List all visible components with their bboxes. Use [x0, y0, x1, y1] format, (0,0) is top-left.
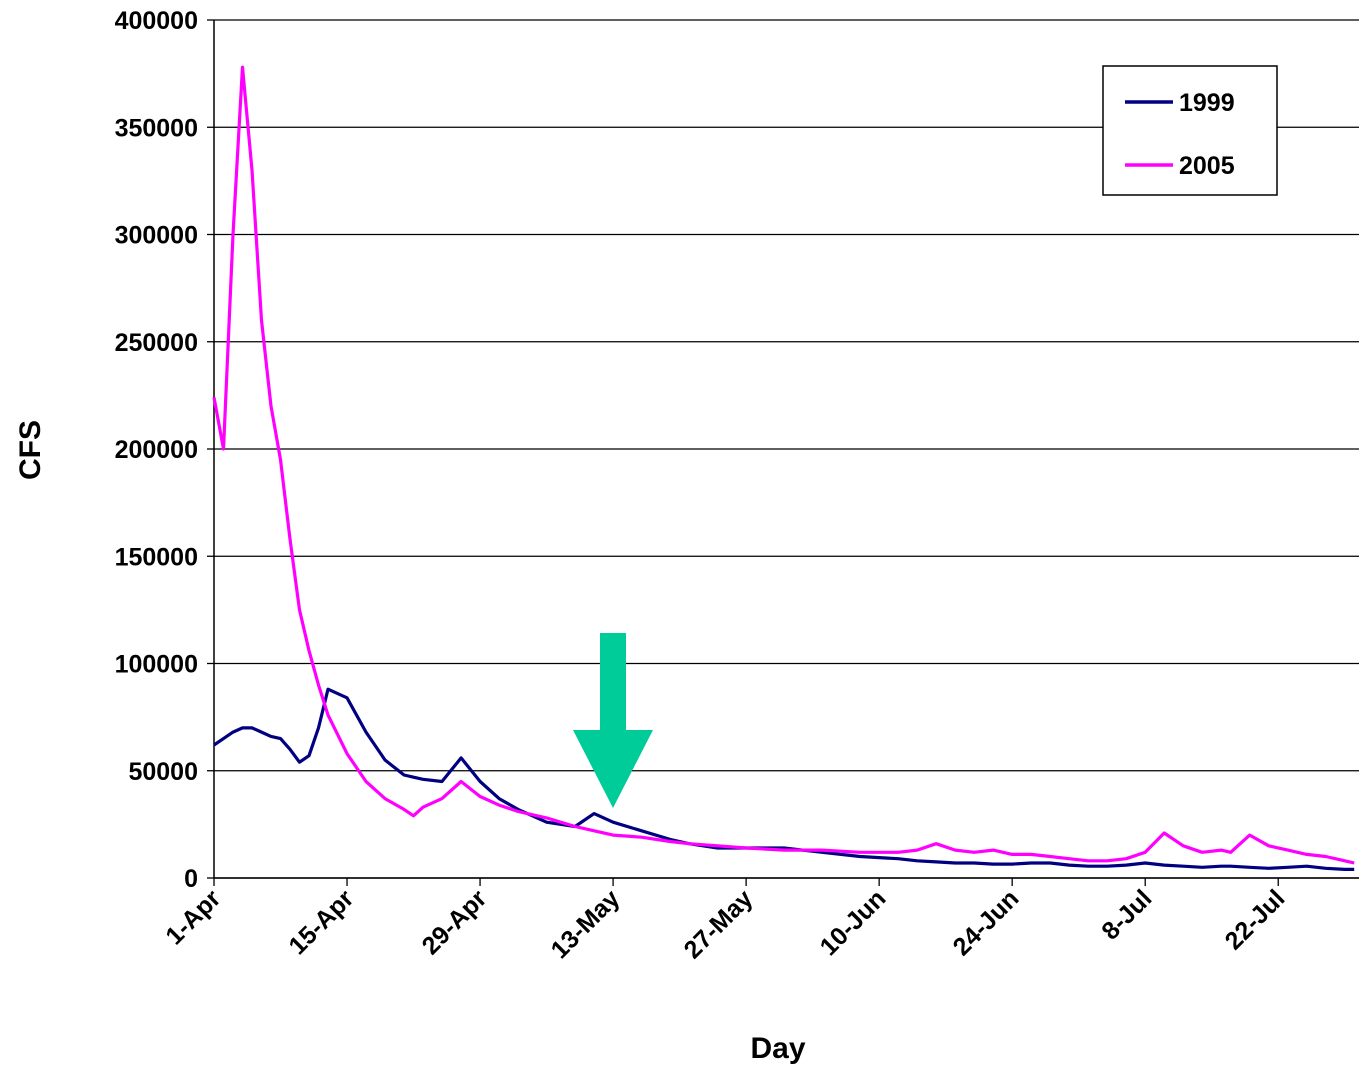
legend-label: 1999	[1179, 89, 1235, 117]
y-axis-title: CFS	[14, 420, 47, 480]
x-tick-label: 24-Jun	[948, 884, 1025, 961]
x-tick-label: 13-May	[546, 884, 626, 964]
series-line	[212, 65, 1355, 865]
legend-label: 2005	[1179, 152, 1235, 180]
x-tick-label: 27-May	[679, 884, 759, 964]
x-tick-label: 22-Jul	[1220, 884, 1291, 955]
y-tick-label: 100000	[115, 651, 198, 679]
y-tick-label: 350000	[115, 114, 198, 142]
x-tick-label: 8-Jul	[1096, 884, 1157, 945]
y-tick-label: 150000	[115, 543, 198, 571]
x-axis-title: Day	[750, 1032, 805, 1065]
y-tick-label: 50000	[128, 758, 198, 786]
x-tick-label: 15-Apr	[283, 884, 359, 960]
y-tick-label: 0	[184, 865, 198, 893]
x-tick-label: 1-Apr	[160, 884, 226, 950]
y-tick-label: 250000	[115, 329, 198, 357]
y-tick-label: 200000	[115, 436, 198, 464]
y-tick-label: 300000	[115, 222, 198, 250]
legend: 1999 2005	[1102, 65, 1278, 196]
series-line	[213, 687, 1355, 871]
legend-box	[1102, 65, 1278, 196]
y-tick-label: 400000	[115, 7, 198, 35]
x-tick-label: 10-Jun	[815, 884, 892, 961]
x-tick-label: 29-Apr	[417, 884, 493, 960]
annotation-arrow	[573, 633, 653, 808]
